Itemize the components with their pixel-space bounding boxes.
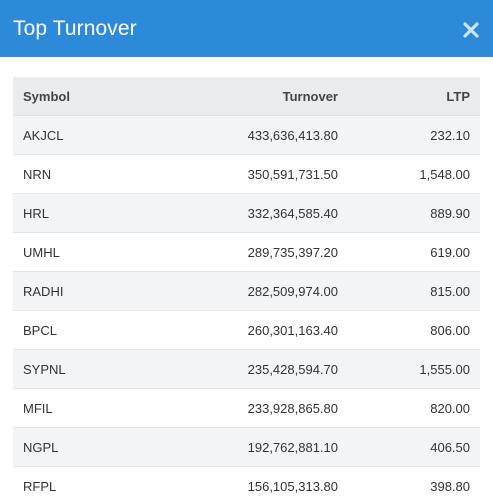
symbol-cell: AKJCL — [13, 115, 175, 155]
turnover-cell: 233,928,865.80 — [174, 388, 346, 428]
ltp-cell: 232.10 — [346, 115, 480, 155]
turnover-cell: 289,735,397.20 — [174, 232, 346, 272]
modal-title: Top Turnover — [13, 16, 137, 40]
symbol-cell: BPCL — [13, 310, 175, 350]
column-header-symbol[interactable]: Symbol — [13, 77, 175, 116]
symbol-cell: UMHL — [13, 232, 175, 272]
table-header-row: Symbol Turnover LTP — [13, 77, 480, 116]
table-row[interactable]: BPCL 260,301,163.40 806.00 — [13, 310, 480, 350]
turnover-table: Symbol Turnover LTP AKJCL 433,636,413.80 2… — [13, 77, 480, 502]
turnover-cell: 350,591,731.50 — [174, 154, 346, 194]
ltp-cell: 619.00 — [346, 232, 480, 272]
symbol-cell: RFPL — [13, 466, 175, 502]
turnover-cell: 235,428,594.70 — [174, 349, 346, 389]
modal-header: Top Turnover — [0, 0, 493, 57]
ltp-cell: 1,548.00 — [346, 154, 480, 194]
ltp-cell: 406.50 — [346, 427, 480, 467]
table-body: AKJCL 433,636,413.80 232.10 NRN 350,591,731.… — [13, 115, 480, 502]
ltp-cell: 398.80 — [346, 466, 480, 502]
table-row[interactable]: SYPNL 235,428,594.70 1,555.00 — [13, 349, 480, 389]
turnover-cell: 433,636,413.80 — [174, 115, 346, 155]
table-row[interactable]: HRL 332,364,585.40 889.90 — [13, 193, 480, 233]
turnover-cell: 192,762,881.10 — [174, 427, 346, 467]
symbol-cell: NGPL — [13, 427, 175, 467]
ltp-cell: 820.00 — [346, 388, 480, 428]
column-header-ltp[interactable]: LTP — [346, 77, 480, 116]
table-row[interactable]: RFPL 156,105,313.80 398.80 — [13, 466, 480, 502]
turnover-cell: 282,509,974.00 — [174, 271, 346, 311]
symbol-cell: RADHI — [13, 271, 175, 311]
symbol-cell: SYPNL — [13, 349, 175, 389]
close-button[interactable] — [462, 21, 480, 39]
modal-body: Symbol Turnover LTP AKJCL 433,636,413.80 2… — [0, 57, 493, 502]
turnover-cell: 156,105,313.80 — [174, 466, 346, 502]
turnover-cell: 332,364,585.40 — [174, 193, 346, 233]
turnover-cell: 260,301,163.40 — [174, 310, 346, 350]
table-row[interactable]: AKJCL 433,636,413.80 232.10 — [13, 115, 480, 155]
table-row[interactable]: NRN 350,591,731.50 1,548.00 — [13, 154, 480, 194]
ltp-cell: 806.00 — [346, 310, 480, 350]
table-row[interactable]: NGPL 192,762,881.10 406.50 — [13, 427, 480, 467]
ltp-cell: 1,555.00 — [346, 349, 480, 389]
symbol-cell: MFIL — [13, 388, 175, 428]
symbol-cell: HRL — [13, 193, 175, 233]
symbol-cell: NRN — [13, 154, 175, 194]
table-row[interactable]: RADHI 282,509,974.00 815.00 — [13, 271, 480, 311]
table-row[interactable]: MFIL 233,928,865.80 820.00 — [13, 388, 480, 428]
ltp-cell: 815.00 — [346, 271, 480, 311]
close-icon — [463, 22, 479, 38]
ltp-cell: 889.90 — [346, 193, 480, 233]
column-header-turnover[interactable]: Turnover — [174, 77, 346, 116]
table-row[interactable]: UMHL 289,735,397.20 619.00 — [13, 232, 480, 272]
